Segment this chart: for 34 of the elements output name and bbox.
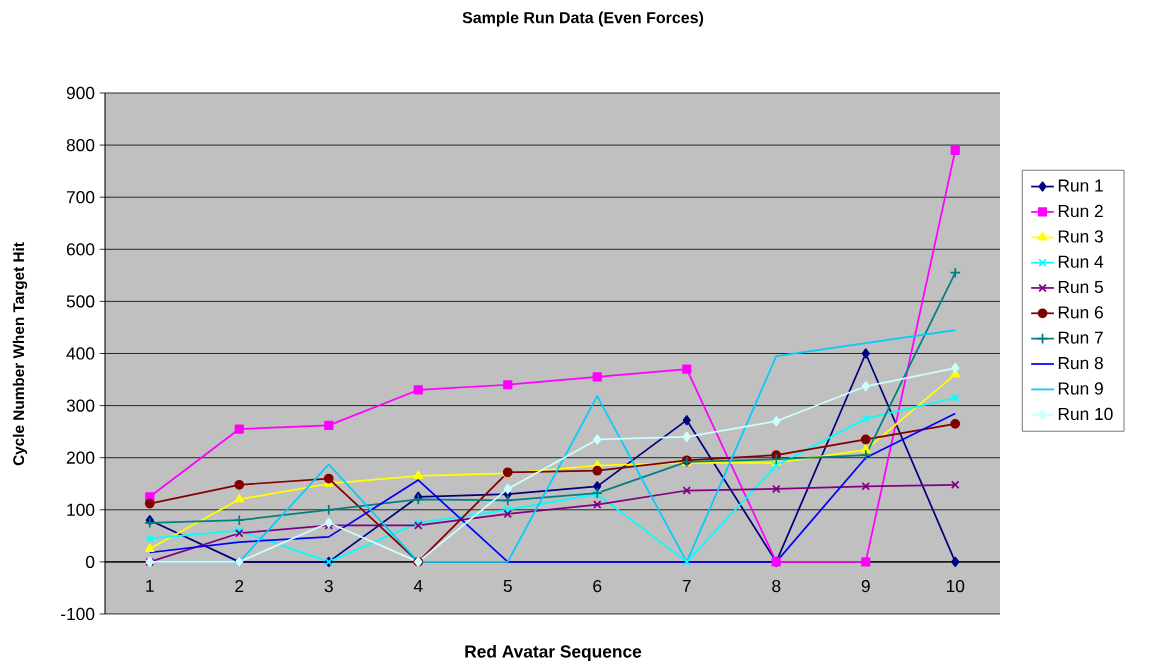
x-tick-label: 7 [682, 579, 691, 592]
y-tick-label: 400 [66, 347, 95, 360]
x-axis-title: Red Avatar Sequence [465, 644, 642, 662]
legend-label: Run 7 [1058, 331, 1103, 344]
x-tick-label: 4 [413, 579, 423, 592]
x-tick-label: 1 [146, 579, 154, 592]
y-axis-title: Cycle Number When Target Hit [12, 242, 28, 466]
legend-label: Run 4 [1058, 255, 1104, 268]
y-tick-label: 800 [66, 138, 95, 152]
legend-label: Run 1 [1058, 179, 1103, 192]
legend-label: Run 2 [1058, 204, 1103, 218]
y-tick-label: -100 [61, 607, 95, 621]
y-tick-label: 500 [66, 295, 95, 308]
x-tick-label: 3 [324, 579, 333, 593]
x-tick-label: 6 [593, 579, 602, 593]
legend-label: Run 8 [1058, 356, 1103, 370]
y-tick-label: 300 [66, 399, 95, 412]
y-tick-label: 100 [67, 503, 95, 516]
y-tick-label: 700 [66, 191, 95, 204]
legend-label: Run 5 [1058, 280, 1103, 294]
legend-label: Run 6 [1058, 306, 1103, 319]
x-tick-label: 2 [235, 579, 244, 593]
x-tick-label: 8 [772, 579, 781, 593]
y-tick-label: 600 [66, 243, 95, 256]
x-tick-label: 10 [946, 579, 965, 593]
y-tick-label: 900 [66, 86, 95, 100]
x-tick-label: 5 [503, 579, 512, 593]
chart-title: Sample Run Data (Even Forces) [462, 11, 704, 27]
legend-label: Run 3 [1058, 230, 1103, 243]
x-tick-label: 9 [861, 579, 870, 593]
legend-label: Run 10 [1058, 407, 1113, 421]
y-tick-label: 0 [86, 555, 95, 569]
y-tick-label: 200 [66, 451, 95, 464]
legend-label: Run 9 [1058, 382, 1103, 395]
